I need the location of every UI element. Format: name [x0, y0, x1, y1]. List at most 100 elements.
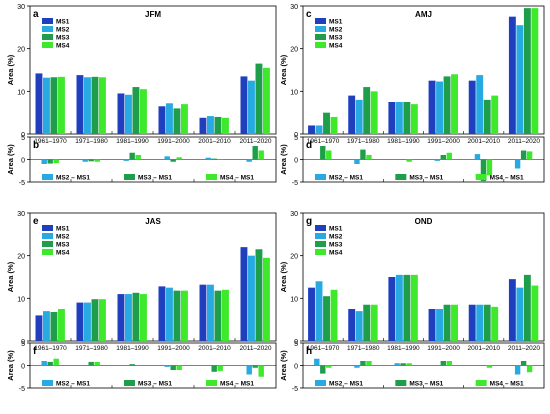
- bar-ms2-ms1: [247, 160, 252, 162]
- legend-label: MS3 – MS1: [138, 381, 172, 388]
- bar-ms4: [99, 299, 106, 341]
- bar-ms3-ms1: [212, 159, 217, 160]
- y-tick-label: 5: [294, 341, 298, 348]
- y-tick-label: 5: [21, 341, 25, 348]
- bar-ms2: [356, 100, 363, 134]
- y-tick-label: 10: [17, 296, 25, 303]
- y-tick-label: 30: [290, 211, 298, 218]
- bar-ms3: [174, 108, 181, 134]
- bar-ms1: [77, 75, 84, 134]
- bar-ms3: [484, 305, 491, 341]
- bar-ms2-ms1: [165, 366, 170, 367]
- bar-ms3-ms1: [441, 361, 446, 366]
- bar-ms2: [207, 285, 214, 341]
- bar-ms2: [436, 309, 443, 341]
- bar-ms4-ms1: [406, 160, 411, 162]
- legend-label: MS3 – MS1: [138, 175, 172, 182]
- x-tick-label: 2001–2010: [467, 345, 500, 352]
- legend-label: MS4: [56, 250, 70, 257]
- bar-ms2-ms1: [42, 160, 47, 165]
- y-tick-label: 0: [294, 158, 298, 165]
- bar-ms2: [516, 25, 523, 134]
- bar-ms2: [84, 303, 91, 341]
- y-tick-label: -5: [292, 180, 298, 187]
- bar-ms3-ms1: [130, 153, 135, 160]
- panel-letter: b: [33, 140, 39, 151]
- bar-ms2: [43, 78, 50, 134]
- legend-swatch: [315, 18, 326, 24]
- bar-ms1: [159, 286, 166, 341]
- bar-ms3-ms1: [48, 160, 53, 164]
- bar-ms1: [159, 106, 166, 134]
- bar-ms3-ms1: [212, 366, 217, 372]
- legend-label: MS3: [56, 35, 70, 42]
- legend-label: MS3 – MS1: [409, 381, 443, 388]
- bar-ms4-ms1: [259, 151, 264, 160]
- bar-ms3-ms1: [89, 362, 94, 366]
- bar-ms4-ms1: [366, 361, 371, 366]
- legend-label: MS3 – MS1: [409, 175, 443, 182]
- bar-ms3: [403, 102, 410, 134]
- bar-ms2: [516, 288, 523, 341]
- bar-ms4-ms1: [447, 361, 452, 366]
- legend-label: MS4 – MS1: [490, 381, 524, 388]
- panel-letter: a: [33, 9, 39, 20]
- bar-ms4-ms1: [447, 153, 452, 160]
- bar-ms3: [363, 305, 370, 341]
- y-tick-label: 20: [17, 47, 25, 54]
- x-tick-label: 1961–1970: [34, 345, 67, 352]
- bar-ms3: [256, 64, 263, 134]
- bar-ms3: [92, 299, 99, 341]
- bar-ms2-ms1: [515, 366, 520, 375]
- bar-ms3-ms1: [320, 366, 325, 374]
- bar-ms3-ms1: [253, 366, 258, 368]
- bar-ms4: [531, 8, 538, 134]
- x-tick-label: 2011–2020: [239, 345, 271, 352]
- y-axis-label: Area (%): [279, 54, 288, 85]
- legend-swatch: [315, 249, 326, 255]
- panel-letter: c: [306, 9, 312, 20]
- bar-ms4: [491, 96, 498, 134]
- x-tick-label: 2001–2010: [467, 138, 500, 145]
- y-tick-label: 10: [290, 296, 298, 303]
- legend-label: MS4: [329, 250, 343, 257]
- bar-ms4-ms1: [218, 366, 223, 371]
- bar-ms4: [411, 275, 418, 341]
- bar-ms4-ms1: [177, 366, 182, 371]
- bar-ms4: [58, 309, 65, 341]
- legend-swatch: [42, 249, 53, 255]
- bar-ms4: [491, 307, 498, 341]
- legend-swatch: [395, 380, 406, 386]
- bar-ms4: [411, 104, 418, 134]
- legend-label: MS2 – MS1: [56, 381, 90, 388]
- bar-ms2-ms1: [247, 366, 252, 375]
- bar-ms2: [248, 81, 255, 134]
- legend-swatch: [315, 42, 326, 48]
- bar-ms4-ms1: [487, 366, 492, 368]
- bar-ms1: [118, 294, 125, 341]
- legend-swatch: [42, 380, 53, 386]
- bar-ms4-ms1: [527, 151, 532, 159]
- bar-ms2: [125, 95, 132, 134]
- bar-ms4: [222, 290, 229, 341]
- bar-ms2-ms1: [354, 160, 359, 165]
- y-tick-label: -5: [292, 386, 298, 393]
- bar-ms3-ms1: [521, 151, 526, 160]
- bar-ms2-ms1: [475, 154, 480, 159]
- bar-ms2: [166, 103, 173, 134]
- bar-ms3: [133, 293, 140, 341]
- bar-ms4: [451, 305, 458, 341]
- bar-ms4-ms1: [54, 359, 59, 366]
- bar-ms1: [348, 309, 355, 341]
- bar-ms3-ms1: [521, 361, 526, 366]
- x-tick-label: 1971–1980: [75, 138, 108, 145]
- bar-ms2: [248, 256, 255, 341]
- bar-ms3-ms1: [253, 146, 258, 160]
- legend-label: MS1: [56, 19, 70, 26]
- bar-ms2: [43, 311, 50, 341]
- panel-letter: g: [306, 216, 312, 227]
- bar-ms2-ms1: [165, 156, 170, 159]
- legend-swatch: [42, 34, 53, 40]
- y-tick-label: 0: [21, 364, 25, 371]
- x-tick-label: 1991–2000: [427, 138, 460, 145]
